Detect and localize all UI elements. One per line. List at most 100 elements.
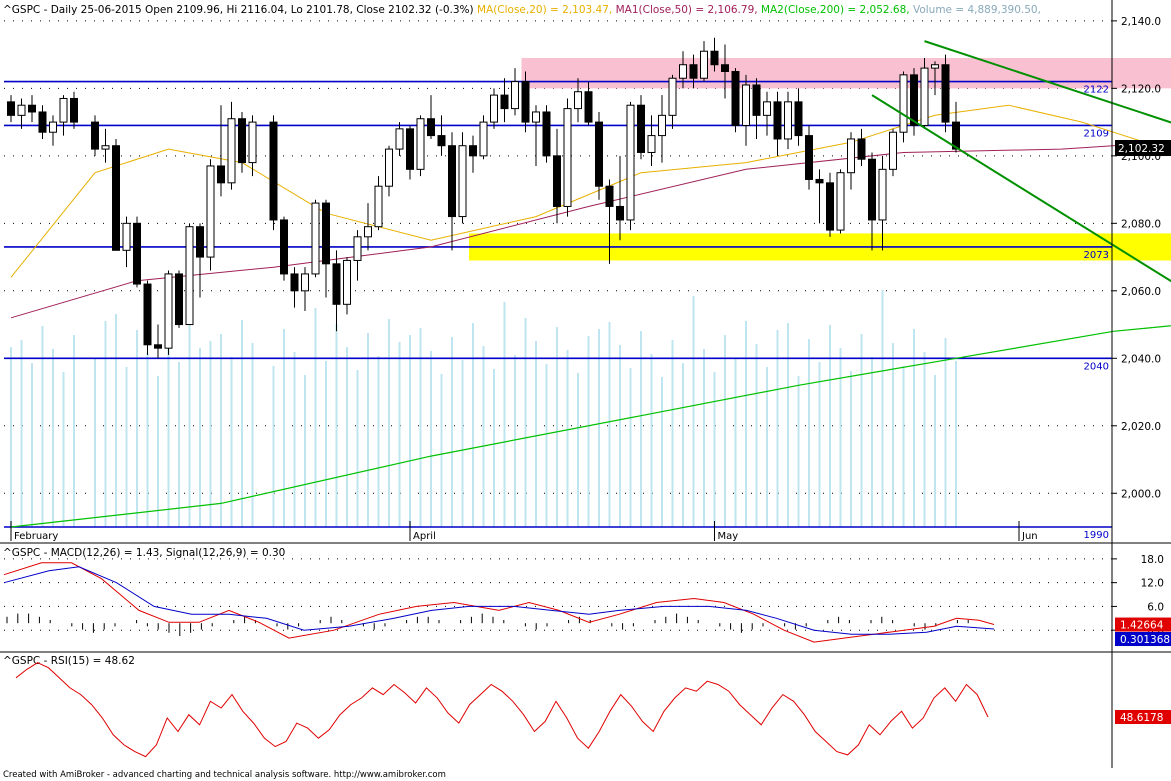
- candle-body: [721, 64, 729, 72]
- volume-bar: [787, 323, 789, 527]
- axis-tick-label: 2,060.0: [1121, 286, 1161, 298]
- candle-body: [689, 64, 698, 79]
- candle-body: [38, 111, 47, 133]
- ma200-line: [10, 325, 1171, 528]
- candle-body: [700, 50, 708, 79]
- rsi-last-box: [1115, 710, 1171, 725]
- volume-bar: [566, 350, 569, 527]
- rsi-pane: ^GSPC - RSI(15) = 48.62 48.6178: [3, 655, 1171, 758]
- axis-tick-label: 2,120.0: [1121, 83, 1161, 95]
- volume-bar: [944, 338, 947, 527]
- volume-bar: [409, 335, 411, 527]
- volume-bar: [178, 362, 180, 527]
- candle-body: [815, 178, 824, 184]
- moving-averages: [10, 104, 1171, 528]
- header-ma50: MA1(Close,50) = 2,106.79,: [616, 4, 761, 16]
- volume-bar: [220, 334, 222, 527]
- volume-bar: [251, 343, 254, 527]
- candle-body: [269, 121, 278, 221]
- macd-tick-label: 12.0: [1141, 578, 1164, 590]
- volume-bar: [62, 372, 65, 527]
- candle-body: [59, 97, 68, 123]
- price-zone: [521, 57, 1171, 89]
- month-label: February: [14, 531, 58, 542]
- volume-bar: [304, 375, 306, 527]
- axis-tick-label: 2,040.0: [1121, 353, 1161, 365]
- candle-body: [952, 121, 960, 150]
- volume-bars: [10, 290, 957, 527]
- volume-bar: [556, 327, 558, 527]
- volume-bar: [913, 329, 915, 527]
- volume-bar: [692, 296, 695, 527]
- candle-body: [521, 81, 530, 123]
- candle-body: [490, 94, 498, 123]
- axis-tick-label: 2,020.0: [1121, 421, 1161, 433]
- candle-body: [647, 135, 656, 153]
- candle-body: [595, 121, 603, 187]
- candle-body: [857, 138, 866, 160]
- price-level-label: 2073: [1084, 250, 1109, 261]
- volume-bar: [577, 373, 579, 527]
- candle-body: [710, 50, 719, 66]
- volume-bar: [734, 358, 737, 527]
- candle-body: [322, 202, 330, 265]
- candles: [7, 37, 960, 359]
- volume-bar: [713, 372, 716, 527]
- candle-body: [542, 111, 551, 157]
- candle-body: [175, 273, 183, 326]
- price-level-label: 2109: [1084, 128, 1109, 139]
- candle-body: [479, 121, 488, 157]
- candle-body: [437, 135, 446, 147]
- price-header-text: ^GSPC - Daily 25-06-2015 Open 2109.96, H…: [3, 4, 1041, 16]
- volume-bar: [115, 314, 117, 527]
- candle-body: [553, 155, 561, 207]
- candle-body: [899, 74, 908, 133]
- volume-bar: [808, 339, 810, 527]
- candle-body: [248, 121, 257, 164]
- candle-body: [91, 121, 99, 150]
- axis-tick-label: 2,140.0: [1121, 16, 1161, 28]
- header-ma200: MA2(Close,200) = 2,052.68,: [761, 4, 913, 16]
- macd-last-label: 1.42664: [1120, 620, 1164, 632]
- volume-bar: [955, 361, 957, 527]
- volume-bar: [839, 348, 842, 527]
- volume-bar: [167, 339, 170, 527]
- volume-bar: [797, 376, 800, 527]
- volume-bar: [902, 366, 905, 527]
- candle-body: [920, 67, 929, 126]
- candle-body: [301, 273, 309, 292]
- month-label: April: [413, 531, 436, 542]
- macd-last-box: [1115, 631, 1171, 646]
- candle-body: [626, 104, 635, 221]
- candle-body: [763, 101, 771, 116]
- volume-bar: [535, 341, 537, 527]
- price-level-label: 2122: [1084, 85, 1109, 96]
- volume-bar: [136, 330, 138, 527]
- candle-body: [395, 128, 404, 150]
- candle-body: [143, 283, 152, 346]
- candle-body: [742, 84, 750, 126]
- price-level-label: 2040: [1084, 361, 1109, 372]
- volume-bar: [776, 330, 779, 527]
- candle-body: [385, 148, 393, 187]
- volume-bar: [850, 371, 852, 527]
- volume-bar: [545, 364, 548, 527]
- volume-bar: [934, 375, 936, 527]
- candle-body: [878, 168, 887, 221]
- axis-tick-label: 2,000.0: [1121, 488, 1161, 500]
- macd-tick-label: 6.0: [1147, 601, 1164, 613]
- rsi-line: [15, 662, 989, 758]
- month-label: Jun: [1021, 531, 1038, 542]
- volume-bar: [829, 325, 831, 527]
- volume-bar: [94, 358, 96, 527]
- volume-bar: [514, 355, 516, 527]
- candle-body: [416, 118, 425, 170]
- volume-bar: [724, 335, 726, 527]
- header-ohlc: Open 2109.96, Hi 2116.04, Lo 2101.78, Cl…: [145, 4, 477, 16]
- volume-bar: [209, 341, 212, 527]
- volume-bar: [482, 346, 485, 527]
- footer-credit: Created with AmiBroker - advanced charti…: [3, 770, 446, 780]
- candle-body: [563, 108, 572, 207]
- volume-bar: [860, 334, 863, 527]
- volume-bar: [293, 352, 296, 527]
